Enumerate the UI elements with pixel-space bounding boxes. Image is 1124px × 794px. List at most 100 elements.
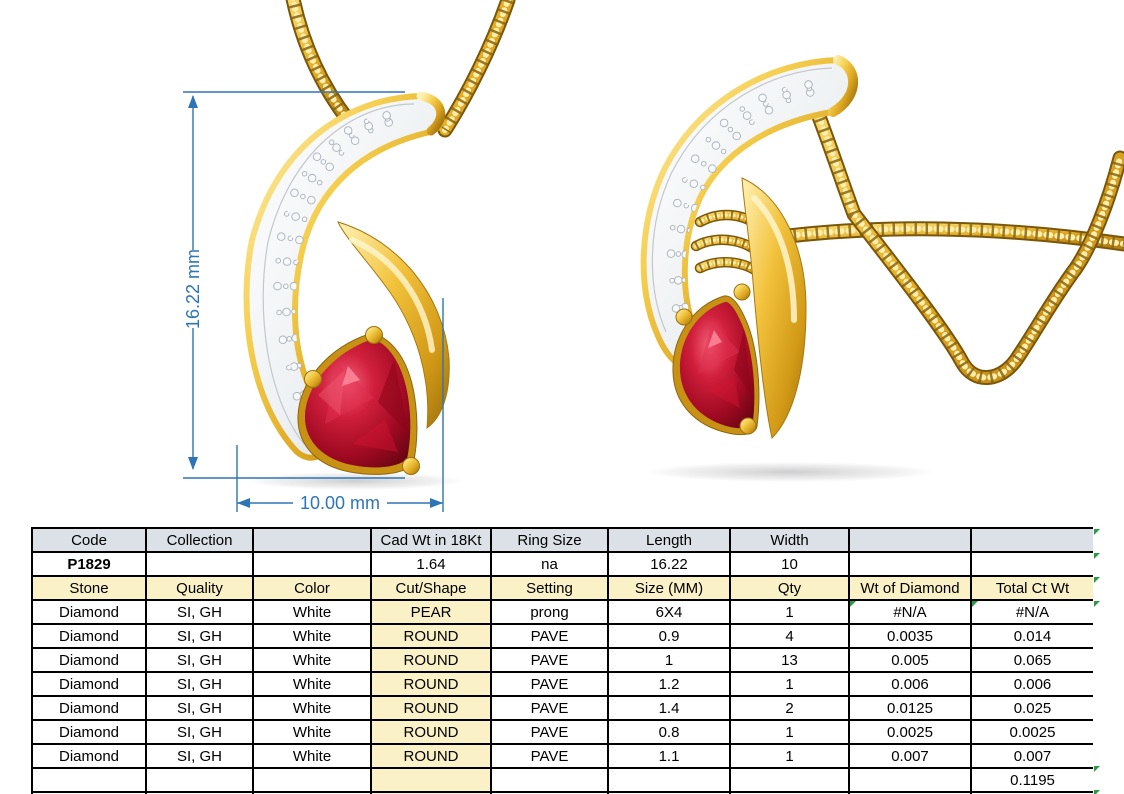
spec-cell: ROUND xyxy=(370,647,492,673)
ruby-pear-stone xyxy=(679,301,755,429)
spec-header-cell: Width xyxy=(729,527,850,553)
table-row: Diamond SI, GH White ROUND PAVE 0.9 4 0.0035 0.0… xyxy=(31,623,1093,649)
spec-cell: 4 xyxy=(729,623,850,649)
spec-cell: Diamond xyxy=(31,671,147,697)
spec-header-cell: Total Ct Wt xyxy=(970,575,1093,601)
spec-cell: White xyxy=(252,695,372,721)
spec-cell xyxy=(145,791,254,794)
error-indicator-icon xyxy=(1094,790,1100,794)
spec-header-cell: Size (MM) xyxy=(607,575,731,601)
spec-cell: White xyxy=(252,743,372,769)
crescent-inner-rim xyxy=(651,67,833,333)
spec-header-cell: Color xyxy=(252,575,372,601)
swoosh-highlight xyxy=(751,195,797,323)
spec-cell: White xyxy=(252,719,372,745)
width-dimension-label: 10.00 mm xyxy=(300,493,380,513)
spec-cell: 1.2 xyxy=(607,671,731,697)
spec-cell xyxy=(252,791,372,794)
table-row: Diamond SI, GH White ROUND PAVE 1.1 1 0.007 0.00… xyxy=(31,743,1093,769)
spec-header-cell: Code xyxy=(31,527,147,553)
spec-cell xyxy=(607,791,731,794)
spec-cell: White xyxy=(252,671,372,697)
spec-cell: 10 xyxy=(729,551,850,577)
spec-cell: SI, GH xyxy=(145,599,254,625)
necklace-chain-left-strand xyxy=(290,0,351,123)
spec-cell: PAVE xyxy=(490,695,609,721)
product-render-canvas: 16.22 mm 10.00 mm xyxy=(183,0,1124,513)
spec-cell: PAVE xyxy=(490,647,609,673)
spec-header-cell xyxy=(970,527,1093,553)
spec-cell: ROUND xyxy=(370,623,492,649)
spec-cell: ROUND xyxy=(370,671,492,697)
spec-cell: Diamond xyxy=(31,647,147,673)
spec-cell: 0.065 xyxy=(970,647,1093,673)
spec-header-cell: Stone xyxy=(31,575,147,601)
spec-header-cell xyxy=(252,527,372,553)
spec-header-cell: Wt of Diamond xyxy=(848,575,972,601)
prongs xyxy=(304,326,420,475)
spec-cell: 1.4 xyxy=(607,695,731,721)
pendant-angled-view xyxy=(640,55,1124,482)
pendant-shadow xyxy=(645,462,935,482)
spec-cell: SI, GH xyxy=(145,743,254,769)
spec-cell xyxy=(490,767,609,793)
spec-cell: 1.64 xyxy=(370,551,492,577)
spec-cell: Diamond xyxy=(31,623,147,649)
ruby-facets xyxy=(698,322,752,408)
spec-cell: SI, GH xyxy=(145,647,254,673)
error-indicator-icon xyxy=(1094,601,1100,607)
spec-cell xyxy=(252,551,372,577)
spec-header-cell: Cut/Shape xyxy=(370,575,492,601)
ruby-facets xyxy=(318,360,409,452)
spec-cell: 6X4 xyxy=(607,599,731,625)
spec-cell xyxy=(370,767,492,793)
spec-table: Code Collection Cad Wt in 18Kt Ring Size Len… xyxy=(31,527,1093,794)
spec-cell: SI, GH xyxy=(145,719,254,745)
height-dimension: 16.22 mm xyxy=(183,91,405,479)
spec-cell: 0.005 xyxy=(848,647,972,673)
spec-cell xyxy=(729,767,850,793)
spec-cell: 0.007 xyxy=(848,743,972,769)
height-dimension-label: 16.22 mm xyxy=(183,249,203,329)
spec-header-cell xyxy=(848,527,972,553)
error-indicator-icon xyxy=(1094,766,1100,772)
spec-header-cell: Length xyxy=(607,527,731,553)
spec-cell: 1 xyxy=(729,599,850,625)
spec-cell: #N/A xyxy=(970,599,1093,625)
pave-diamonds xyxy=(666,80,815,341)
chain-coil-wrap xyxy=(698,213,764,232)
spec-cell: #N/A xyxy=(848,599,972,625)
spec-cell: 1 xyxy=(607,647,731,673)
spec-cell xyxy=(970,791,1093,794)
spec-cell: 0.006 xyxy=(970,671,1093,697)
spec-cell: 0.0035 xyxy=(848,623,972,649)
spec-cell xyxy=(970,551,1093,577)
spec-header-cell: Setting xyxy=(490,575,609,601)
spec-cell: 0.8 xyxy=(607,719,731,745)
table-row: Diamond SI, GH White ROUND PAVE 1.4 2 0.0125 0.0… xyxy=(31,695,1093,721)
spec-cell: PAVE xyxy=(490,623,609,649)
spec-cell xyxy=(252,767,372,793)
spec-cell: prong xyxy=(490,599,609,625)
spec-cell xyxy=(31,791,147,794)
spec-cell: Diamond xyxy=(31,719,147,745)
prongs xyxy=(675,283,757,435)
necklace-chain-curl xyxy=(809,95,1123,381)
spec-cell: 0.0125 xyxy=(848,695,972,721)
spec-cell xyxy=(31,767,147,793)
spec-cell: 0.007 xyxy=(970,743,1093,769)
spec-cell xyxy=(145,767,254,793)
spec-cell: PAVE xyxy=(490,719,609,745)
table-row: Diamond SI, GH White PEAR prong 6X4 1 #N/A #N/A xyxy=(31,599,1093,625)
table-row: Diamond SI, GH White ROUND PAVE 0.8 1 0.0025 0.0… xyxy=(31,719,1093,745)
spec-cell: White xyxy=(252,599,372,625)
spec-cell: White xyxy=(252,623,372,649)
spec-cell: 13 xyxy=(729,647,850,673)
spec-cell: PAVE xyxy=(490,671,609,697)
spec-cell: 2 xyxy=(729,695,850,721)
error-indicator-icon xyxy=(1094,577,1100,583)
spec-header-cell: Cad Wt in 18Kt xyxy=(370,527,492,553)
table-row: Code Collection Cad Wt in 18Kt Ring Size Len… xyxy=(31,527,1093,553)
spec-cell: P1829 xyxy=(31,551,147,577)
